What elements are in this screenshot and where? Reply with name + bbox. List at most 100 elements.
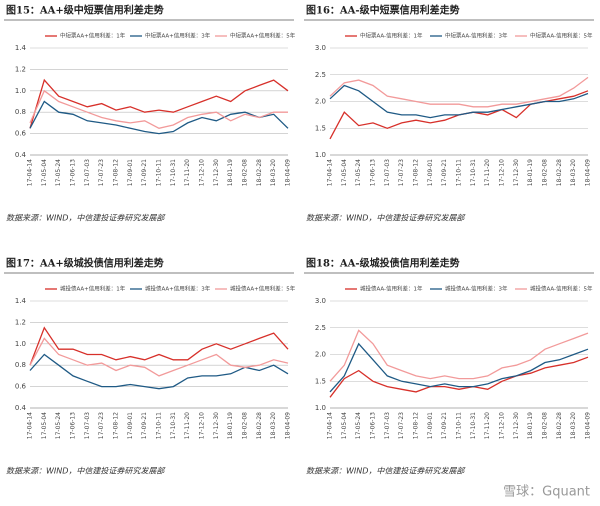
y-tick-label: 1.2 (15, 318, 26, 326)
x-tick-label: 17-12-10 (199, 412, 206, 439)
x-tick-label: 17-09-21 (441, 412, 448, 439)
x-tick-label: 18-02-28 (256, 412, 263, 439)
x-tick-label: 17-04-14 (327, 159, 334, 186)
x-tick-label: 17-07-23 (98, 412, 105, 439)
x-tick-label: 18-02-08 (242, 412, 249, 439)
x-tick-label: 17-10-31 (470, 412, 477, 439)
chart-title: 图17：AA+级城投债信用利差走势 (6, 257, 164, 270)
x-tick-label: 18-02-28 (256, 159, 263, 186)
x-tick-label: 17-09-01 (127, 412, 134, 439)
x-tick-label: 18-02-08 (242, 159, 249, 186)
x-tick-label: 17-07-23 (398, 412, 405, 439)
y-tick-label: 0.4 (15, 404, 27, 412)
chart-title: 图15：AA+级中短票信用利差走势 (6, 4, 164, 17)
legend-label: 中短票AA+信用利差：1年 (60, 32, 126, 40)
x-tick-label: 17-05-24 (55, 412, 62, 439)
x-tick-label: 17-05-04 (41, 412, 48, 439)
x-tick-label: 17-10-11 (456, 412, 463, 439)
x-tick-label: 17-07-23 (398, 159, 405, 186)
watermark: 雪球：Gquant (503, 485, 590, 500)
x-tick-label: 17-06-13 (370, 159, 377, 186)
x-tick-label: 17-08-12 (113, 159, 120, 186)
legend-label: 中短票AA+信用利差：5年 (230, 32, 296, 40)
x-tick-label: 17-12-10 (499, 159, 506, 186)
x-tick-label: 18-04-09 (285, 159, 292, 186)
x-tick-label: 17-06-13 (70, 412, 77, 439)
x-tick-label: 17-07-03 (84, 159, 91, 186)
y-tick-label: 1.0 (15, 340, 26, 348)
y-tick-label: 0.6 (15, 383, 27, 391)
x-tick-label: 18-04-09 (285, 412, 292, 439)
chart-title: 图18：AA-级城投债信用利差走势 (306, 257, 460, 270)
legend-label: 城投债AA-信用利差：3年 (445, 285, 508, 293)
x-tick-label: 17-12-30 (513, 159, 520, 186)
x-tick-label: 18-02-28 (556, 159, 563, 186)
series-line (329, 342, 589, 393)
x-tick-label: 17-04-14 (27, 159, 34, 186)
x-tick-label: 17-11-20 (184, 159, 191, 186)
x-tick-label: 17-05-24 (355, 159, 362, 186)
series-line (329, 84, 589, 119)
x-tick-label: 17-07-03 (384, 412, 391, 439)
x-tick-label: 17-09-21 (141, 159, 148, 186)
y-tick-label: 2.5 (315, 324, 326, 332)
y-tick-label: 1.0 (315, 151, 326, 159)
x-tick-label: 18-01-19 (227, 412, 234, 439)
x-tick-label: 17-06-13 (70, 159, 77, 186)
x-tick-label: 17-09-01 (427, 412, 434, 439)
legend-label: 城投债AA+信用利差：1年 (60, 285, 126, 293)
legend-label: 中短票AA-信用利差：1年 (360, 32, 423, 40)
x-tick-label: 17-11-20 (484, 412, 491, 439)
x-tick-label: 17-04-14 (327, 412, 334, 439)
legend-label: 城投债AA+信用利差：3年 (145, 285, 211, 293)
x-tick-label: 17-09-21 (141, 412, 148, 439)
y-tick-label: 3.0 (315, 297, 326, 305)
x-tick-label: 17-09-01 (127, 159, 134, 186)
x-tick-label: 18-02-28 (556, 412, 563, 439)
source-note: 数据来源：WIND，中信建投证券研究发展部 (6, 214, 166, 223)
y-tick-label: 0.8 (15, 108, 26, 116)
x-tick-label: 18-04-09 (585, 159, 592, 186)
x-tick-label: 17-05-04 (41, 159, 48, 186)
x-tick-label: 18-03-20 (570, 159, 577, 186)
x-tick-label: 18-01-19 (527, 412, 534, 439)
x-tick-label: 17-05-04 (341, 412, 348, 439)
x-tick-label: 17-07-03 (384, 159, 391, 186)
x-tick-label: 18-01-19 (527, 159, 534, 186)
chart-title: 图16：AA-级中短票信用利差走势 (306, 4, 460, 17)
series-line (29, 337, 289, 377)
y-tick-label: 1.2 (15, 65, 26, 73)
series-line (329, 356, 589, 398)
x-tick-label: 17-09-21 (441, 159, 448, 186)
x-tick-label: 17-07-23 (98, 159, 105, 186)
series-line (329, 76, 589, 108)
x-tick-label: 17-12-10 (199, 159, 206, 186)
x-tick-label: 17-12-30 (513, 412, 520, 439)
x-tick-label: 18-03-20 (270, 159, 277, 186)
legend-label: 城投债AA-信用利差：1年 (360, 285, 423, 293)
x-tick-label: 17-04-14 (27, 412, 34, 439)
y-tick-label: 2.0 (315, 98, 326, 106)
x-tick-label: 17-05-04 (341, 159, 348, 186)
y-tick-label: 1.4 (15, 44, 27, 52)
x-tick-label: 17-09-01 (427, 159, 434, 186)
x-tick-label: 17-10-31 (170, 159, 177, 186)
x-tick-label: 17-12-30 (213, 159, 220, 186)
legend-label: 城投债AA-信用利差：5年 (530, 285, 593, 293)
y-tick-label: 0.4 (15, 151, 27, 159)
x-tick-label: 17-10-31 (170, 412, 177, 439)
y-tick-label: 2.5 (315, 71, 326, 79)
x-tick-label: 17-05-24 (355, 412, 362, 439)
legend-label: 中短票AA+信用利差：3年 (145, 32, 211, 40)
x-tick-label: 18-02-08 (542, 159, 549, 186)
chart-panel: 图17：AA+级城投债信用利差走势 0.4 0.6 0.8 1.0 1.2 1.4 17-04… (4, 257, 296, 476)
y-tick-label: 1.4 (15, 297, 27, 305)
y-tick-label: 0.6 (15, 130, 27, 138)
series-line (29, 353, 289, 390)
legend-label: 城投债AA+信用利差：5年 (230, 285, 296, 293)
x-tick-label: 18-03-20 (270, 412, 277, 439)
x-tick-label: 17-07-03 (84, 412, 91, 439)
x-tick-label: 17-10-31 (470, 159, 477, 186)
x-tick-label: 17-08-12 (413, 412, 420, 439)
